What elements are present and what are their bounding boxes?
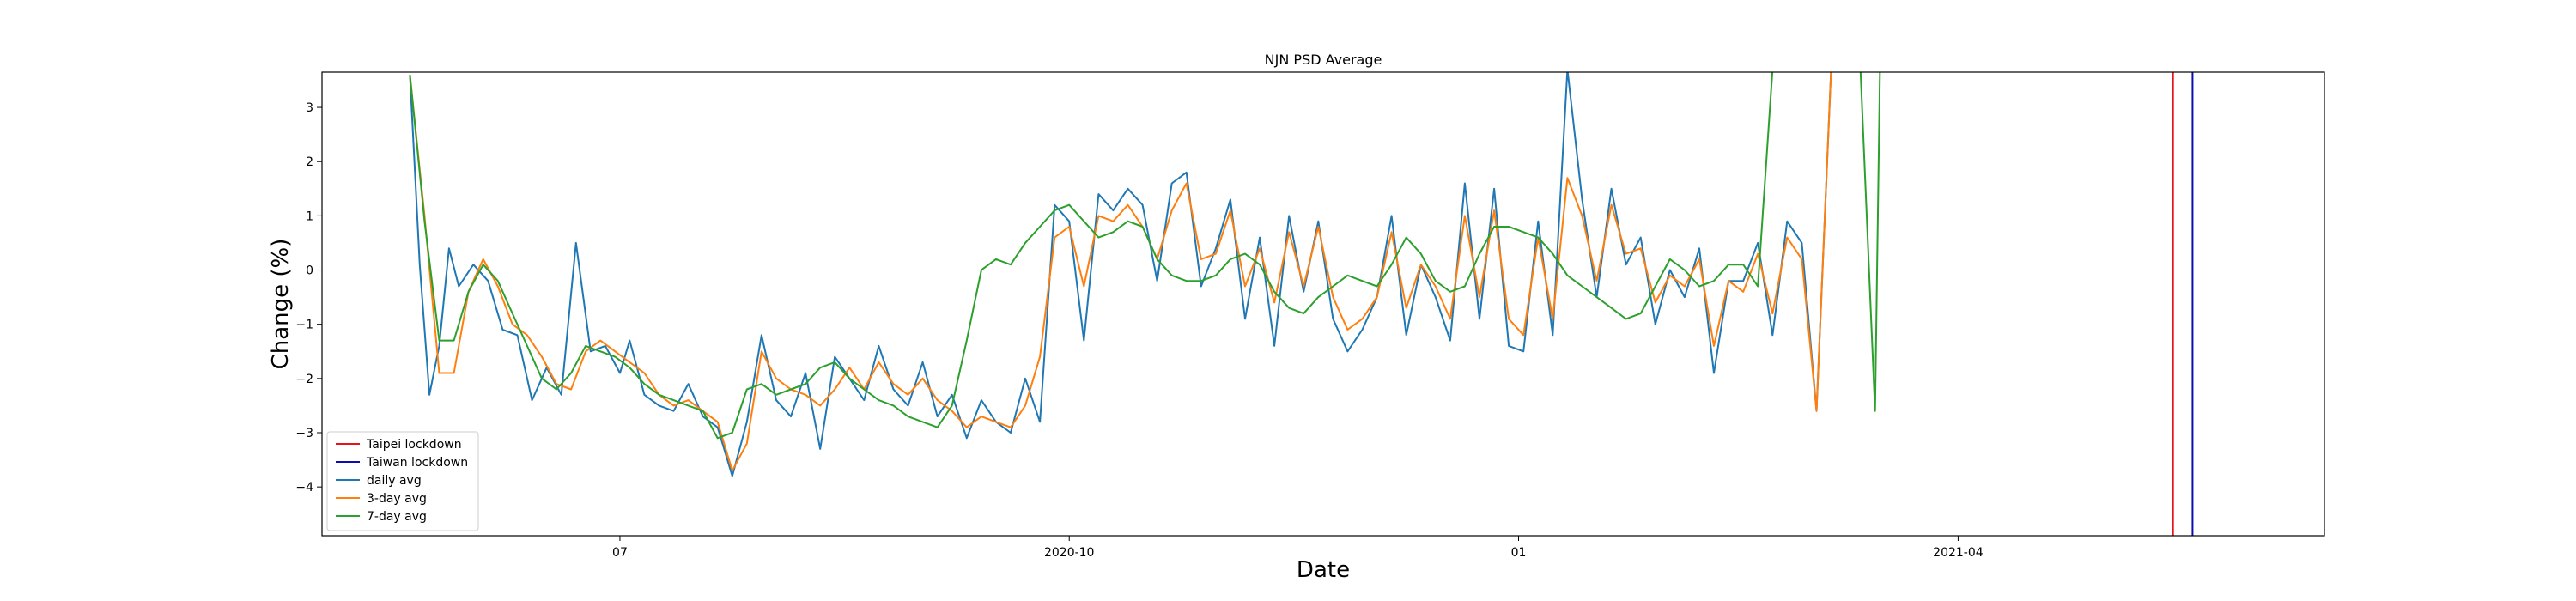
legend-label: daily avg bbox=[367, 474, 422, 488]
plot-frame bbox=[321, 71, 2325, 537]
y-axis-title: Change (%) bbox=[268, 239, 294, 370]
legend-label: 3-day avg bbox=[367, 492, 427, 506]
y-tick-label: −4 bbox=[295, 481, 313, 495]
x-tick-label: 07 bbox=[612, 546, 628, 560]
series-layer bbox=[409, 72, 2194, 536]
y-tick-label: 0 bbox=[306, 264, 313, 278]
series-line-7-day-avg bbox=[409, 72, 1881, 440]
y-tick-label: −2 bbox=[295, 373, 313, 386]
legend-label: 7-day avg bbox=[367, 510, 427, 524]
x-axis-title: Date bbox=[1297, 557, 1350, 583]
x-tick-label: 01 bbox=[1511, 546, 1527, 560]
legend-label: Taipei lockdown bbox=[366, 438, 462, 452]
y-tick-label: −3 bbox=[295, 427, 313, 440]
y-tick-label: 3 bbox=[306, 101, 313, 115]
chart-title: NJN PSD Average bbox=[1265, 52, 1382, 68]
x-tick-label: 2020-10 bbox=[1044, 546, 1095, 560]
y-tick-label: 2 bbox=[306, 155, 313, 169]
series-line-daily-avg bbox=[409, 72, 1832, 477]
y-tick-label: 1 bbox=[306, 209, 313, 223]
series-line-3-day-avg bbox=[409, 72, 1832, 472]
y-tick-label: −1 bbox=[295, 319, 313, 332]
legend-label: Taiwan lockdown bbox=[366, 456, 468, 470]
legend: Taipei lockdown Taiwan lockdown daily avg 3… bbox=[326, 431, 479, 531]
x-tick-label: 2021-04 bbox=[1933, 546, 1984, 560]
legend-box bbox=[326, 431, 479, 531]
